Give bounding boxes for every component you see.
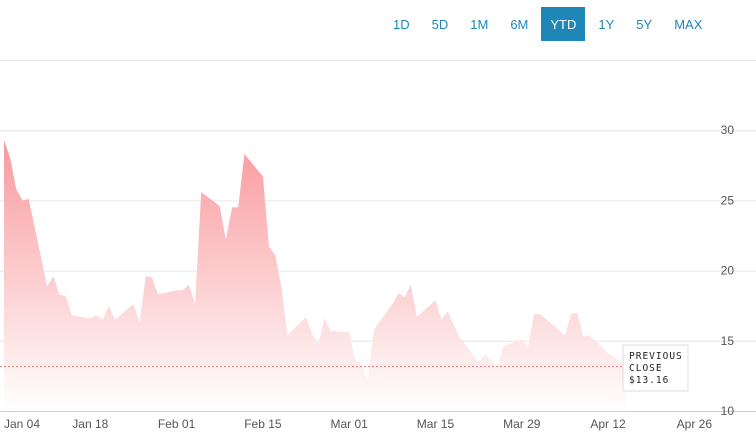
y-tick-label: 25 [721,193,735,207]
range-button-1d[interactable]: 1D [393,16,410,32]
previous-close-label-box [622,344,689,392]
y-tick-label: 10 [721,404,735,418]
series-area-fill [4,140,627,411]
x-tick-label: Apr 12 [590,417,626,431]
x-tick-label: Apr 26 [677,417,713,431]
x-axis-labels: Jan 04 Jan 18 Feb 01 Feb 15 Mar 01 Mar 15 Mar … [4,417,712,431]
range-button-1y[interactable]: 1Y [598,16,615,32]
x-tick-label: Mar 15 [417,417,455,431]
range-button-5d[interactable]: 5D [431,16,449,32]
y-tick-label: 15 [721,334,735,348]
range-button-6m[interactable]: 6M [510,16,529,32]
range-button-1m[interactable]: 1M [470,16,489,32]
previous-close-label: CLOSE [629,363,663,374]
x-tick-label: Mar 01 [330,417,368,431]
x-tick-label: Mar 29 [503,417,541,431]
previous-close-value: $13.16 [629,375,669,386]
y-axis-labels: 10 15 20 25 30 [721,123,735,418]
range-button-5y[interactable]: 5Y [636,16,653,32]
x-tick-label: Jan 18 [72,417,108,431]
y-tick-label: 20 [721,264,735,278]
x-tick-label: Feb 15 [244,417,282,431]
series-area [4,140,627,411]
x-tick-label: Jan 04 [4,417,40,431]
previous-close-label: PREVIOUS [629,351,683,362]
x-tick-label: Feb 01 [158,417,196,431]
y-tick-label: 30 [721,123,735,137]
range-button-max[interactable]: MAX [674,16,703,32]
range-selector: 1D 5D 1M 6M YTD 1Y 5Y MAX [380,7,711,41]
range-button-ytd[interactable]: YTD [541,7,586,41]
